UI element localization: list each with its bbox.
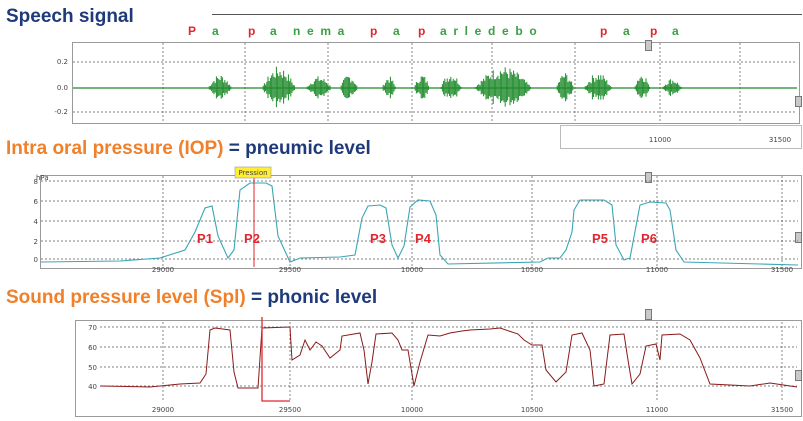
- iop-peak-label-2: P2: [244, 231, 260, 246]
- iop-y-tick: 8: [34, 178, 38, 186]
- spl-y-tick: 60: [88, 344, 97, 352]
- spl-x-tick: 10500: [521, 406, 543, 414]
- syllable-9: p: [600, 24, 608, 38]
- iop-x-tick: 31500: [771, 266, 793, 274]
- syllable-2: p: [248, 24, 256, 38]
- iop-x-tick: 10000: [401, 266, 423, 274]
- syllable-1: a: [212, 24, 219, 38]
- syllable-0: P: [188, 24, 197, 38]
- spl-x-tick: 31500: [771, 406, 793, 414]
- speech-x-tick: 31500: [769, 136, 791, 144]
- syllable-12: a: [672, 24, 679, 38]
- speech-range-handle[interactable]: [645, 40, 652, 51]
- iop-y-tick: 0: [34, 256, 38, 264]
- iop-y-tick: 4: [34, 218, 39, 226]
- spl-title-level: = phonic level: [250, 287, 378, 308]
- syllable-11: p: [650, 24, 658, 38]
- iop-title-level: = pneumic level: [228, 138, 371, 159]
- speech-x-tick: 11000: [649, 136, 671, 144]
- spl-y-tick: 50: [88, 364, 97, 372]
- spl-trace: [99, 326, 798, 389]
- iop-title: Intra oral pressure (IOP) = pneumic leve…: [6, 138, 371, 160]
- syllable-3: a: [270, 24, 277, 38]
- iop-peak-label-4: P4: [415, 231, 432, 246]
- spl-y-tick: 70: [88, 324, 97, 332]
- spl-x-tick: 29000: [152, 406, 174, 414]
- speech-y-tick: 0.0: [57, 84, 68, 92]
- spl-scroll-handle[interactable]: [795, 370, 802, 381]
- syllable-5: p: [370, 24, 378, 38]
- iop-peak-label-6: P6: [641, 231, 657, 246]
- iop-peak-label-5: P5: [592, 231, 608, 246]
- spl-x-tick: 10000: [401, 406, 423, 414]
- iop-scroll-handle[interactable]: [795, 232, 802, 243]
- iop-x-tick: 29500: [279, 266, 301, 274]
- iop-unit-label: hPa: [36, 174, 49, 182]
- speech-waveform-panel: [72, 42, 800, 124]
- spl-x-tick: 11000: [646, 406, 668, 414]
- iop-x-tick: 11000: [646, 266, 668, 274]
- speech-heading-rule: [212, 14, 802, 15]
- syllable-7: p: [418, 24, 426, 38]
- iop-chart-panel: [40, 175, 802, 269]
- syllable-10: a: [623, 24, 630, 38]
- spl-x-tick: 29500: [279, 406, 301, 414]
- spl-title-main: Sound pressure level (Spl): [6, 287, 246, 308]
- speech-y-tick: 0.2: [57, 58, 68, 66]
- iop-cursor-label-box: [234, 166, 272, 179]
- syllable-8: a r l e d e b o: [440, 24, 537, 38]
- spl-title: Sound pressure level (Spl) = phonic leve…: [6, 287, 377, 309]
- iop-title-main: Intra oral pressure (IOP): [6, 138, 224, 159]
- iop-cursor-label: Pression: [238, 169, 267, 177]
- syllable-6: a: [393, 24, 400, 38]
- syllable-4: n e m a: [293, 24, 345, 38]
- speech-y-tick: -0.2: [54, 108, 68, 116]
- iop-y-tick: 2: [34, 238, 38, 246]
- speech-waveform: [208, 66, 682, 108]
- iop-range-handle[interactable]: [645, 172, 652, 183]
- spl-y-tick: 40: [88, 383, 97, 391]
- iop-trace: [40, 182, 799, 266]
- spl-range-handle[interactable]: [645, 309, 652, 320]
- iop-x-tick: 10500: [521, 266, 543, 274]
- spl-cursor-marker: [261, 317, 290, 402]
- iop-peak-label-1: P1: [197, 231, 213, 246]
- iop-y-tick: 6: [34, 198, 39, 206]
- iop-peak-label-3: P3: [370, 231, 386, 246]
- speech-time-axis: [560, 125, 802, 149]
- speech-scroll-handle[interactable]: [795, 96, 802, 107]
- iop-x-tick: 29000: [152, 266, 174, 274]
- speech-signal-title: Speech signal: [6, 6, 134, 27]
